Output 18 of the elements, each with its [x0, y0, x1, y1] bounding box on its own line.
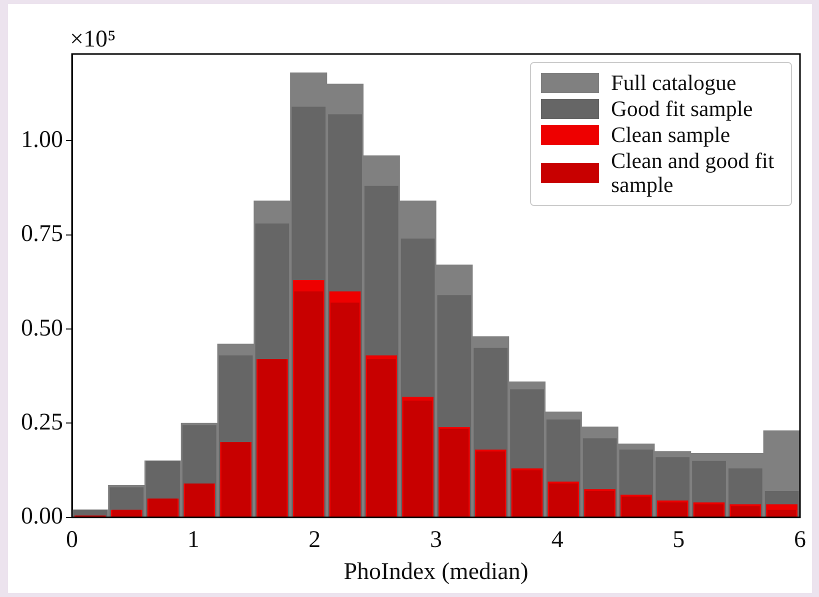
legend-label: Full catalogue — [611, 70, 738, 95]
legend-label: Good fit sample — [611, 96, 754, 121]
x-tick-label: 3 — [430, 527, 442, 554]
y-tick-label: 0.25 — [21, 410, 63, 436]
y-tick-label: 0.50 — [21, 315, 63, 342]
x-tick-label: 4 — [551, 527, 564, 554]
legend-label: Clean and good fit sample — [611, 148, 776, 197]
x-tick-label: 1 — [187, 527, 200, 554]
y-tick-label: 1.00 — [21, 126, 63, 153]
x-tick-label: 2 — [308, 527, 321, 554]
x-tick-label: 0 — [66, 527, 78, 554]
legend-label: Clean sample — [611, 122, 732, 147]
text: ×10⁵ — [70, 26, 116, 52]
x-tick-label: 5 — [672, 527, 685, 554]
y-tick-label: 0.75 — [21, 221, 63, 248]
x-tick-label: 6 — [794, 527, 806, 554]
x-axis-title: PhoIndex (median) — [344, 558, 528, 585]
y-tick-label: 0.00 — [21, 504, 63, 530]
